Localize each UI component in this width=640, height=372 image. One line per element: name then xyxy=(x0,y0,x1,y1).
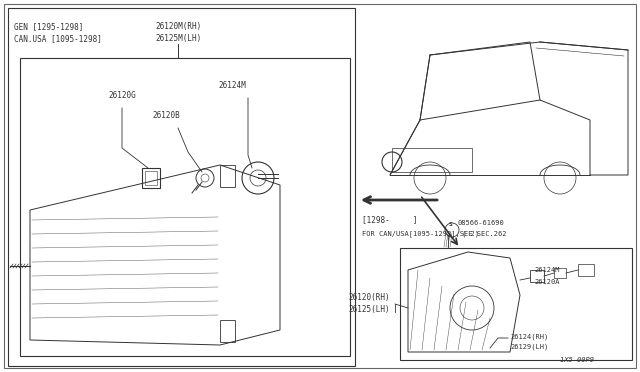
Bar xyxy=(578,264,594,276)
Bar xyxy=(554,268,566,278)
Bar xyxy=(392,148,472,172)
Text: 26120M(RH): 26120M(RH) xyxy=(155,22,201,31)
Text: [1298-     ]: [1298- ] xyxy=(362,215,417,224)
Text: 26124M: 26124M xyxy=(218,81,246,90)
Text: 26125(LH): 26125(LH) xyxy=(348,305,390,314)
Bar xyxy=(530,270,544,282)
Text: 26120(RH): 26120(RH) xyxy=(348,293,390,302)
Text: 26120B: 26120B xyxy=(152,111,180,120)
Text: 26124(RH): 26124(RH) xyxy=(510,333,548,340)
Text: ( 2): ( 2) xyxy=(462,230,479,237)
Text: S: S xyxy=(449,222,452,227)
Text: FOR CAN/USA[1095-1298],SEE SEC.262: FOR CAN/USA[1095-1298],SEE SEC.262 xyxy=(362,230,506,237)
Bar xyxy=(400,248,632,360)
Bar xyxy=(220,165,235,187)
Bar xyxy=(142,168,160,188)
Bar xyxy=(220,320,235,342)
Text: 1X5 00P9: 1X5 00P9 xyxy=(560,357,594,363)
Text: 26120G: 26120G xyxy=(108,91,136,100)
Text: 26124M: 26124M xyxy=(534,267,559,273)
Text: 08566-61690: 08566-61690 xyxy=(458,220,505,226)
Bar xyxy=(20,58,350,356)
Text: CAN.USA [1095-1298]: CAN.USA [1095-1298] xyxy=(14,34,102,43)
Text: 26125M(LH): 26125M(LH) xyxy=(155,34,201,43)
Text: GEN [1295-1298]: GEN [1295-1298] xyxy=(14,22,83,31)
Bar xyxy=(8,8,355,366)
Text: 26120A: 26120A xyxy=(534,279,559,285)
Bar xyxy=(145,171,157,185)
Text: 26129(LH): 26129(LH) xyxy=(510,343,548,350)
